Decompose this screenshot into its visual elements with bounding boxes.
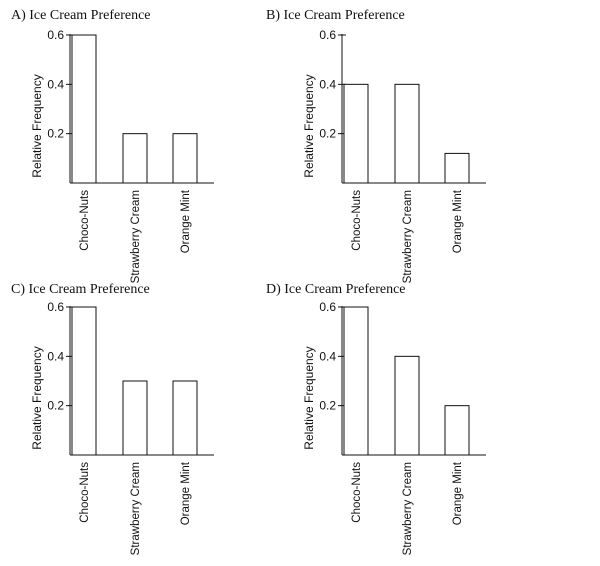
chart-panel-a: A) Ice Cream Preference Relative Frequen…	[11, 8, 214, 283]
category-label-b-1: Strawberry Cream	[402, 190, 414, 283]
bar-c-0	[71, 306, 97, 456]
chart-panel-b: B) Ice Cream Preference Relative Frequen…	[266, 8, 486, 283]
bar-d-1	[394, 355, 420, 456]
y-tick-label-c-0: 0.2	[47, 399, 64, 413]
category-label-b-0: Choco-Nuts	[351, 190, 363, 251]
category-label-d-2: Orange Mint	[452, 461, 464, 525]
y-axis-label-c: Relative Frequency	[30, 346, 44, 449]
chart-title-b: B) Ice Cream Preference	[266, 8, 405, 23]
category-label-c-0: Choco-Nuts	[79, 462, 91, 523]
bar-c-2	[172, 380, 198, 456]
y-axis-label-a: Relative Frequency	[30, 74, 44, 177]
bar-a-2	[172, 133, 198, 184]
y-tick-label-d-0: 0.2	[319, 399, 336, 413]
bar-b-0	[343, 83, 369, 184]
y-tick-label-d-2: 0.6	[319, 300, 336, 314]
y-tick-label-d-1: 0.4	[319, 349, 336, 363]
y-tick-label-c-1: 0.4	[47, 349, 64, 363]
bar-d-2	[444, 405, 470, 456]
chart-title-d: D) Ice Cream Preference	[266, 282, 406, 297]
category-label-a-2: Orange Mint	[180, 189, 192, 253]
y-axis-label-b: Relative Frequency	[302, 74, 316, 177]
y-axis-label-d: Relative Frequency	[302, 346, 316, 449]
y-tick-label-c-2: 0.6	[47, 300, 64, 314]
category-label-d-0: Choco-Nuts	[351, 462, 363, 523]
chart-panel-c: C) Ice Cream Preference Relative Frequen…	[11, 282, 214, 555]
bar-b-1	[394, 83, 420, 184]
bar-b-2	[444, 152, 470, 184]
category-label-a-0: Choco-Nuts	[79, 190, 91, 251]
chart-panel-d: D) Ice Cream Preference Relative Frequen…	[266, 282, 486, 555]
category-label-c-2: Orange Mint	[180, 461, 192, 525]
category-label-d-1: Strawberry Cream	[402, 462, 414, 555]
y-tick-label-a-2: 0.6	[47, 28, 64, 42]
bar-a-1	[122, 133, 148, 184]
y-tick-label-a-0: 0.2	[47, 127, 64, 141]
bar-c-1	[122, 380, 148, 456]
category-label-a-1: Strawberry Cream	[130, 190, 142, 283]
chart-title-c: C) Ice Cream Preference	[11, 282, 150, 297]
category-label-b-2: Orange Mint	[452, 189, 464, 253]
bar-d-0	[343, 306, 369, 456]
y-tick-label-b-2: 0.6	[319, 28, 336, 42]
chart-title-a: A) Ice Cream Preference	[11, 8, 151, 23]
bar-a-0	[71, 34, 97, 184]
y-tick-label-b-1: 0.4	[319, 77, 336, 91]
y-tick-label-b-0: 0.2	[319, 127, 336, 141]
category-label-c-1: Strawberry Cream	[130, 462, 142, 555]
y-tick-label-a-1: 0.4	[47, 77, 64, 91]
